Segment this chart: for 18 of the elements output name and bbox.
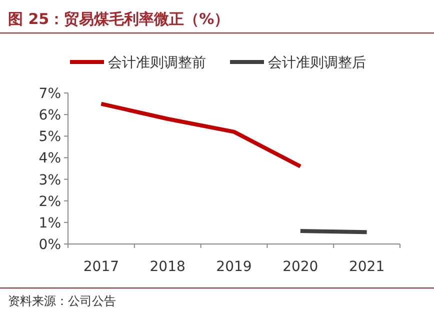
y-tick-label: 1% [38,215,61,232]
x-tick-label: 2018 [150,259,186,275]
text: 资料来源：公司公告 [8,294,116,308]
x-tick-label: 2019 [216,259,252,275]
x-tick-label: 2020 [282,259,318,275]
y-tick-label: 5% [38,129,61,146]
y-tick-label: 6% [38,108,61,124]
line-series [99,102,302,168]
y-tick-label: 4% [38,150,61,167]
y-tick-label: 7% [38,86,61,102]
chart-title: 图 25：贸易煤毛利率微正（%） [8,10,230,28]
y-tick-label: 2% [38,194,61,210]
x-tick-label: 2017 [83,259,120,275]
legend-label: 会计准则调整前 [108,55,206,71]
y-tick-label: 0% [38,237,61,253]
x-tick-label: 2021 [348,259,385,275]
y-tick-label: 3% [38,172,61,188]
legend-label: 会计准则调整后 [268,55,366,71]
